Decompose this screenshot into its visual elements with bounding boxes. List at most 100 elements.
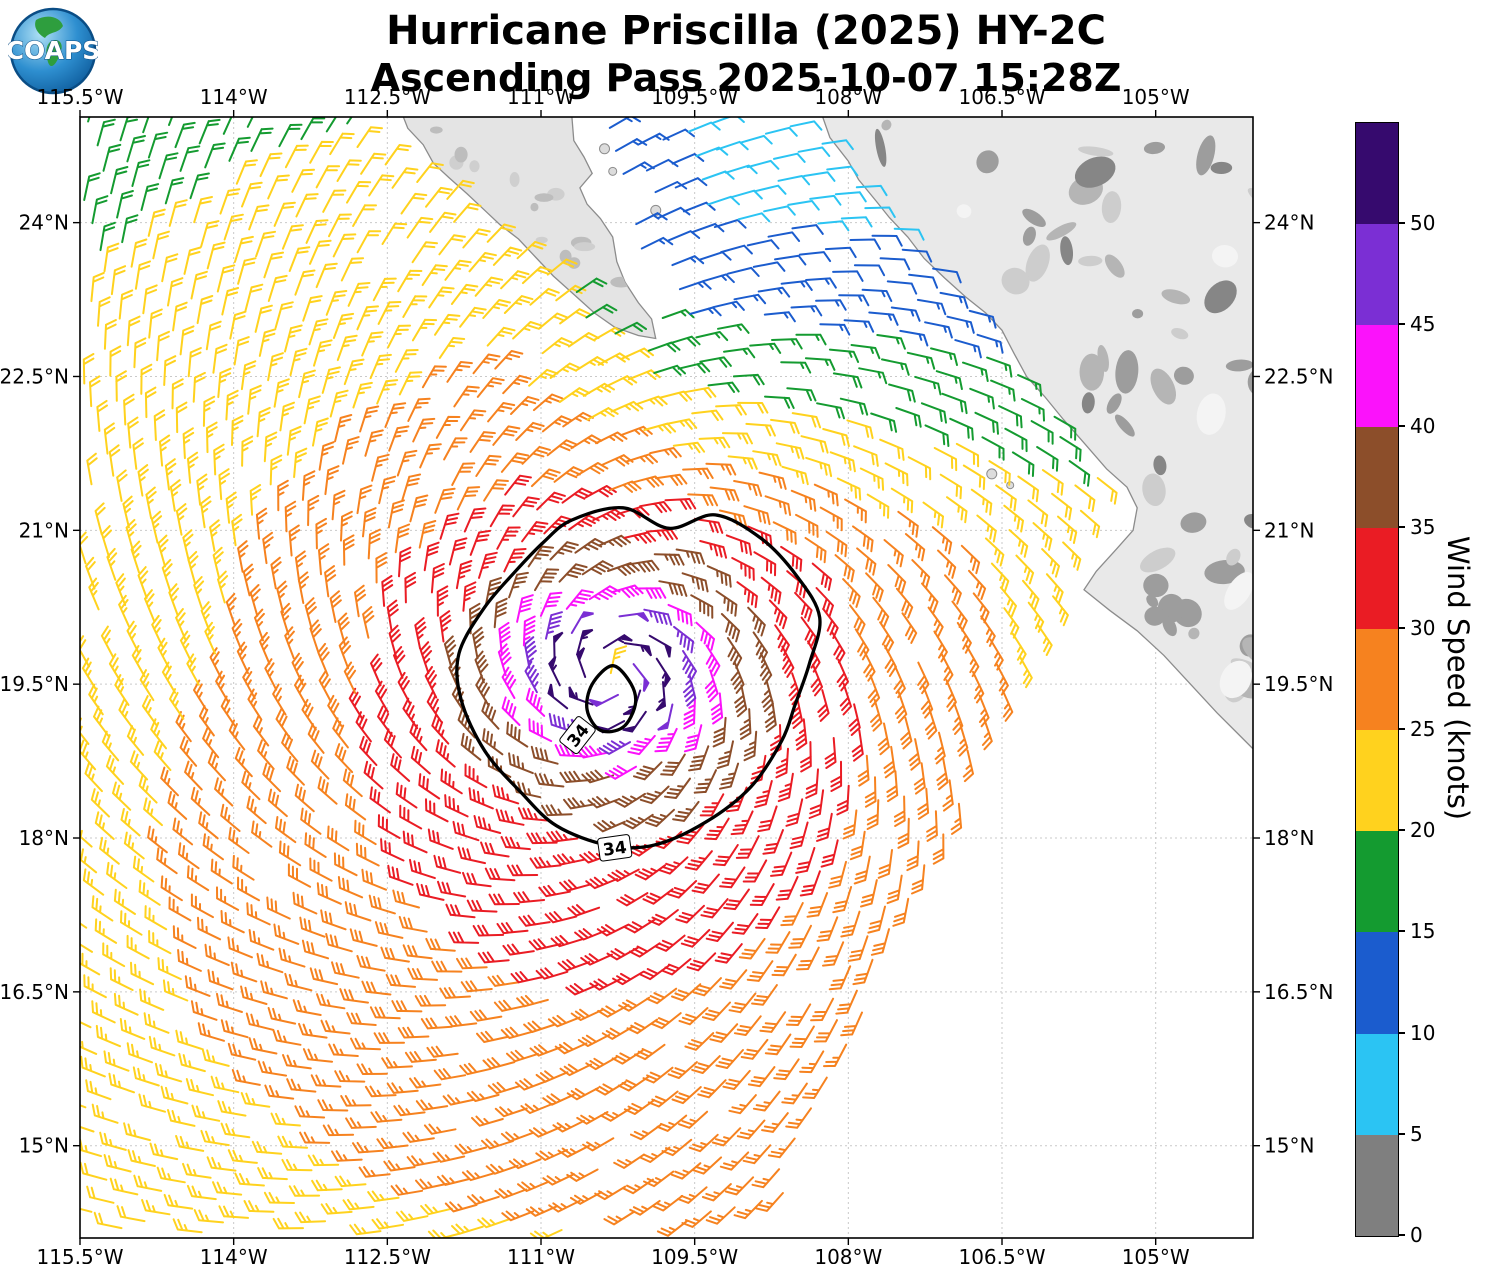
- wind-barb: [126, 725, 145, 756]
- wind-barb: [190, 270, 208, 300]
- wind-barb: [488, 893, 520, 906]
- wind-barb: [622, 1178, 654, 1195]
- wind-barb: [526, 832, 558, 845]
- wind-barb: [193, 576, 205, 609]
- colorbar-tick-label: 35: [1410, 514, 1436, 539]
- wind-barb: [289, 347, 308, 377]
- wind-barb: [235, 159, 258, 185]
- wind-barb: [747, 525, 773, 548]
- wind-barb: [264, 658, 278, 691]
- wind-barb: [777, 175, 811, 186]
- wind-barb: [619, 425, 653, 437]
- wind-barb: [293, 447, 308, 479]
- wind-barb: [329, 590, 342, 623]
- wind-barb: [626, 1018, 659, 1035]
- wind-barb: [436, 585, 449, 617]
- wind-barb: [701, 1183, 732, 1202]
- wind-barb: [206, 421, 218, 454]
- wind-barb: [805, 768, 819, 799]
- wind-barb: [567, 332, 600, 348]
- wind-barb: [594, 1081, 627, 1096]
- wind-barb: [677, 362, 711, 374]
- wind-barb: [849, 238, 881, 250]
- wind-barb: [840, 910, 861, 938]
- wind-barb: [539, 591, 563, 617]
- wind-barb: [212, 343, 228, 374]
- wind-barb: [484, 576, 502, 606]
- wind-barb: [414, 617, 427, 650]
- axis-tick-label: 21°N: [1264, 518, 1314, 542]
- terrain-blob: [1146, 594, 1159, 608]
- wind-barb: [552, 1119, 585, 1133]
- wind-barb: [352, 1141, 384, 1154]
- wind-barb: [764, 395, 795, 409]
- wind-barb: [785, 798, 804, 827]
- wind-barb: [647, 1090, 679, 1108]
- wind-barb: [93, 705, 110, 737]
- wind-barb: [82, 353, 95, 385]
- wind-barb: [482, 1057, 516, 1070]
- wind-barb: [245, 1012, 274, 1031]
- wind-barb: [871, 234, 903, 247]
- wind-barb: [714, 943, 743, 964]
- wind-barb: [401, 473, 422, 501]
- wind-barb: [231, 415, 244, 446]
- wind-barb: [175, 503, 188, 536]
- wind-barb: [557, 1144, 590, 1158]
- wind-barb: [105, 754, 125, 785]
- wind-barb: [955, 442, 980, 468]
- wind-barb: [742, 1144, 772, 1165]
- wind-barb: [80, 1040, 98, 1055]
- wind-barb: [800, 435, 829, 454]
- wind-barb: [209, 519, 221, 552]
- wind-barb: [623, 531, 657, 544]
- wind-barb: [872, 596, 890, 628]
- axis-tick-label: 16.5°N: [0, 980, 69, 1004]
- wind-barb: [932, 267, 962, 284]
- wind-barb: [299, 916, 326, 938]
- wind-barb: [965, 644, 980, 678]
- wind-barb: [864, 776, 877, 808]
- wind-barb: [459, 1062, 492, 1076]
- wind-barb: [485, 1163, 519, 1175]
- wind-barb: [525, 1205, 559, 1217]
- wind-barb: [645, 158, 679, 172]
- wind-barb: [791, 224, 824, 235]
- wind-barb: [114, 674, 130, 706]
- wind-barb: [225, 592, 237, 626]
- wind-barb: [459, 409, 487, 432]
- wind-barb: [270, 1112, 301, 1127]
- wind-barb: [80, 922, 88, 929]
- wind-barb: [842, 578, 861, 608]
- wind-barb: [667, 1061, 698, 1079]
- wind-barb: [746, 159, 780, 170]
- wind-barb: [210, 858, 233, 885]
- wind-barb: [857, 754, 870, 787]
- wind-barb: [227, 1149, 258, 1164]
- wind-barb: [927, 606, 944, 638]
- wind-barb: [559, 308, 591, 325]
- wind-barb: [960, 544, 981, 575]
- wind-barb: [113, 992, 139, 1016]
- wind-barb: [131, 645, 146, 678]
- wind-barb: [123, 831, 145, 860]
- wind-barb: [787, 200, 820, 211]
- wind-barb: [911, 559, 931, 589]
- wind-barb: [627, 734, 656, 756]
- wind-barb: [398, 915, 428, 933]
- wind-barb: [899, 329, 929, 347]
- wind-barb: [1068, 460, 1091, 487]
- wind-barb: [563, 797, 596, 810]
- wind-barb: [859, 467, 885, 491]
- colorbar-tick: [1398, 525, 1405, 528]
- wind-barb: [115, 573, 127, 606]
- wind-barb: [585, 876, 618, 890]
- wind-barb: [85, 556, 96, 590]
- wind-barb: [794, 591, 813, 622]
- wind-barb: [724, 1176, 755, 1196]
- axis-tick-label: 109.5°W: [651, 85, 738, 109]
- wind-barb: [475, 454, 502, 477]
- wind-barb: [145, 486, 157, 520]
- wind-barb: [200, 495, 212, 529]
- wind-barb: [705, 462, 737, 476]
